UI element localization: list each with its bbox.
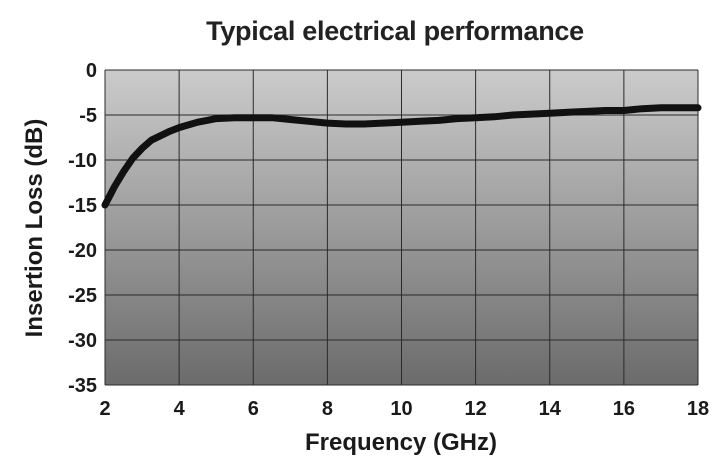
y-tick-label: -30 [68,330,97,352]
x-axis-label: Frequency (GHz) [305,429,497,456]
x-tick-labels: 2 4 6 8 10 12 14 16 18 [99,398,709,420]
y-tick-label: -5 [79,105,97,127]
y-tick-label: -25 [68,285,97,307]
x-tick-label: 8 [322,398,333,420]
y-tick-label: 0 [86,60,97,82]
y-tick-label: -35 [68,375,97,397]
y-tick-label: -15 [68,195,97,217]
x-tick-label: 12 [465,398,487,420]
series-group [101,104,702,209]
x-tick-label: 2 [99,398,110,420]
x-tick-label: 6 [248,398,259,420]
x-tick-label: 4 [174,398,186,420]
x-tick-label: 14 [539,398,562,420]
y-axis-label: Insertion Loss (dB) [21,119,48,338]
y-tick-label: -10 [68,150,97,172]
series-line-0 [101,104,702,209]
y-tick-label: -20 [68,240,97,262]
y-tick-labels: 0 -5 -10 -15 -20 -25 -30 -35 [68,60,97,397]
chart-title: Typical electrical performance [206,16,584,46]
x-tick-label: 10 [390,398,412,420]
x-tick-label: 18 [687,398,709,420]
x-tick-label: 16 [613,398,635,420]
